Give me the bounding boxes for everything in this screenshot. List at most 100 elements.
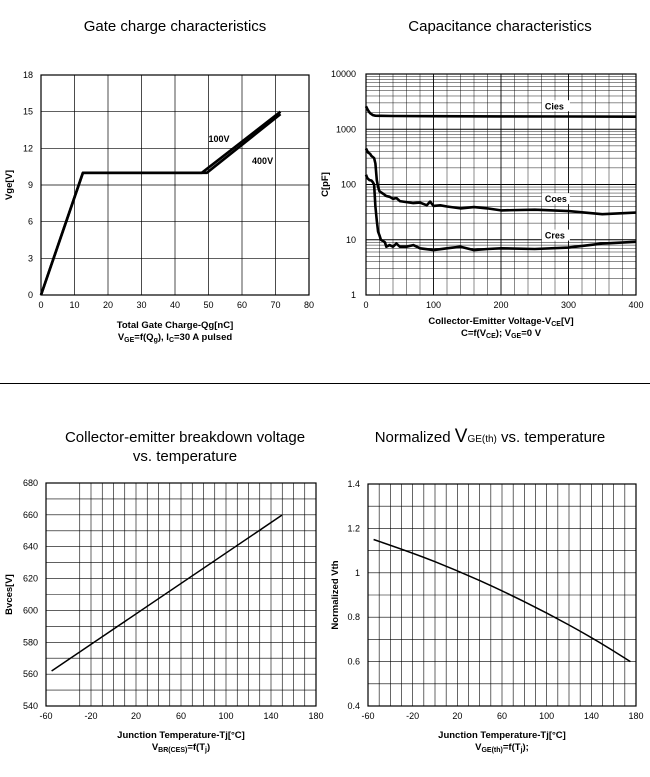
gate-xtick-label: 30	[136, 300, 146, 310]
cap-condition-part: GE	[511, 333, 521, 340]
bv-ytick-label: 560	[23, 669, 38, 679]
vth-ytick-label: 1	[355, 568, 360, 578]
gate-series-100V	[39, 110, 282, 296]
gate-ylabel: Vge[V]	[4, 170, 15, 200]
bv-title-line2: vs. temperature	[132, 448, 238, 465]
bv-series-BVces	[51, 514, 283, 672]
cap-chart-title: Capacitance characteristics	[408, 18, 592, 35]
cap-frame	[365, 73, 637, 296]
cap-annotation-bg	[541, 100, 570, 112]
bv-ytick-label: 600	[23, 605, 38, 615]
gate-xtick-label: 40	[170, 300, 180, 310]
gate-xtick-label: 60	[237, 300, 247, 310]
cap-annotation-Cies: Cies	[545, 101, 564, 111]
gate-annotation-400V: 400V	[252, 156, 273, 166]
gate-condition-part: V	[118, 332, 125, 343]
gate-xtick-label: 80	[304, 300, 314, 310]
cap-ytick-label: 1	[351, 290, 356, 300]
bv-xtick-label: 100	[218, 711, 233, 721]
cap-series-Cres	[364, 174, 637, 252]
bv-condition-part: V	[152, 742, 159, 753]
section-divider	[0, 383, 650, 384]
bv-condition-part: =f(T	[187, 742, 205, 753]
bv-condition-part: BR(CES)	[158, 747, 187, 754]
bv-xtick-label: -60	[39, 711, 52, 721]
gate-xtick-label: 0	[38, 300, 43, 310]
vth-title-v: V	[454, 426, 468, 447]
gate-condition: VGE=f(Qg), IC=30 A pulsed	[118, 332, 233, 344]
vth-ytick-label: 0.4	[347, 701, 360, 711]
bv-ytick-label: 540	[23, 701, 38, 711]
cap-condition-part: =0 V	[521, 328, 541, 339]
gate-ytick-label: 18	[23, 70, 33, 80]
vth-xtick-label: 140	[584, 711, 599, 721]
cap-series-Coes	[364, 147, 637, 216]
gate-frame	[40, 74, 310, 296]
vth-xtick-label: -20	[406, 711, 419, 721]
vth-xtick-label: -60	[361, 711, 374, 721]
gate-condition-part: g	[154, 337, 158, 344]
vth-title-prefix: Normalized	[374, 429, 455, 446]
gate-series-400V	[39, 113, 282, 296]
gate-condition-part: ), I	[158, 332, 169, 343]
cap-annotation-bg	[541, 229, 570, 241]
gate-ytick-label: 15	[23, 107, 33, 117]
cap-ytick-label: 1000	[336, 124, 356, 134]
vth-ytick-label: 0.8	[347, 612, 360, 622]
gate-annotation-100V: 100V	[209, 134, 230, 144]
bv-ytick-label: 660	[23, 510, 38, 520]
cap-ytick-label: 100	[341, 180, 356, 190]
cap-annotation-bg	[541, 193, 570, 205]
cap-annotation-Coes: Coes	[545, 194, 567, 204]
bv-xlabel: Junction Temperature-Tj[°C]	[117, 730, 245, 741]
vth-condition-part: j	[520, 747, 523, 754]
bv-xtick-label: 180	[308, 711, 323, 721]
bv-ytick-label: 580	[23, 637, 38, 647]
gate-ytick-label: 12	[23, 143, 33, 153]
gate-condition-part: =30 A pulsed	[174, 332, 232, 343]
gate-xtick-label: 20	[103, 300, 113, 310]
vth-ytick-label: 1.4	[347, 479, 360, 489]
vth-xtick-label: 180	[628, 711, 643, 721]
bv-ytick-label: 620	[23, 574, 38, 584]
vth-frame	[367, 483, 637, 707]
cap-series-Cies	[364, 105, 637, 118]
vth-ylabel: Normalized Vth	[330, 560, 341, 629]
cap-annotation-Cres: Cres	[545, 231, 565, 241]
gate-xtick-label: 50	[203, 300, 213, 310]
vth-xtick-label: 100	[539, 711, 554, 721]
gate-condition-part: =f(Q	[134, 332, 153, 343]
cap-ylabel: C[pF]	[320, 172, 331, 197]
vth-xlabel: Junction Temperature-Tj[°C]	[438, 730, 566, 741]
gate-ytick-label: 9	[28, 180, 33, 190]
gate-xlabel: Total Gate Charge-Qg[nC]	[117, 320, 233, 331]
bv-ytick-label: 640	[23, 542, 38, 552]
gate-ytick-label: 3	[28, 253, 33, 263]
bv-xtick-label: 20	[131, 711, 141, 721]
cap-condition: C=f(VCE); VGE=0 V	[461, 328, 542, 340]
vth-condition-part: =f(T	[503, 742, 521, 753]
gate-xtick-label: 10	[69, 300, 79, 310]
vth-xtick-label: 20	[452, 711, 462, 721]
vth-ytick-label: 1.2	[347, 523, 360, 533]
cap-xlabel-part: Collector-Emitter Voltage-V	[428, 316, 551, 327]
vth-condition: VGE(th)=f(Tj);	[475, 742, 529, 754]
bv-condition-part: j	[204, 747, 207, 754]
vth-condition-part: GE(th)	[481, 747, 502, 754]
vth-series-Vth	[373, 538, 631, 663]
vth-condition-part: V	[475, 742, 482, 753]
vth-title-sub: GE(th)	[467, 434, 497, 445]
vth-ytick-label: 0.6	[347, 657, 360, 667]
bv-chart-title: Collector-emitter breakdown voltage vs. …	[20, 428, 350, 466]
bv-ytick-label: 680	[23, 478, 38, 488]
cap-condition-part: ); V	[496, 328, 512, 339]
gate-condition-part: GE	[124, 337, 134, 344]
bv-condition-part: )	[207, 742, 210, 753]
cap-xlabel: Collector-Emitter Voltage-VCE[V]	[428, 316, 573, 328]
gate-chart-title: Gate charge characteristics	[83, 18, 267, 35]
cap-condition-part: CE	[486, 333, 496, 340]
cap-xtick-label: 400	[628, 300, 643, 310]
cap-xlabel-part: [V]	[561, 316, 574, 327]
cap-ytick-label: 10	[346, 235, 356, 245]
cap-condition-part: C=f(V	[461, 328, 487, 339]
